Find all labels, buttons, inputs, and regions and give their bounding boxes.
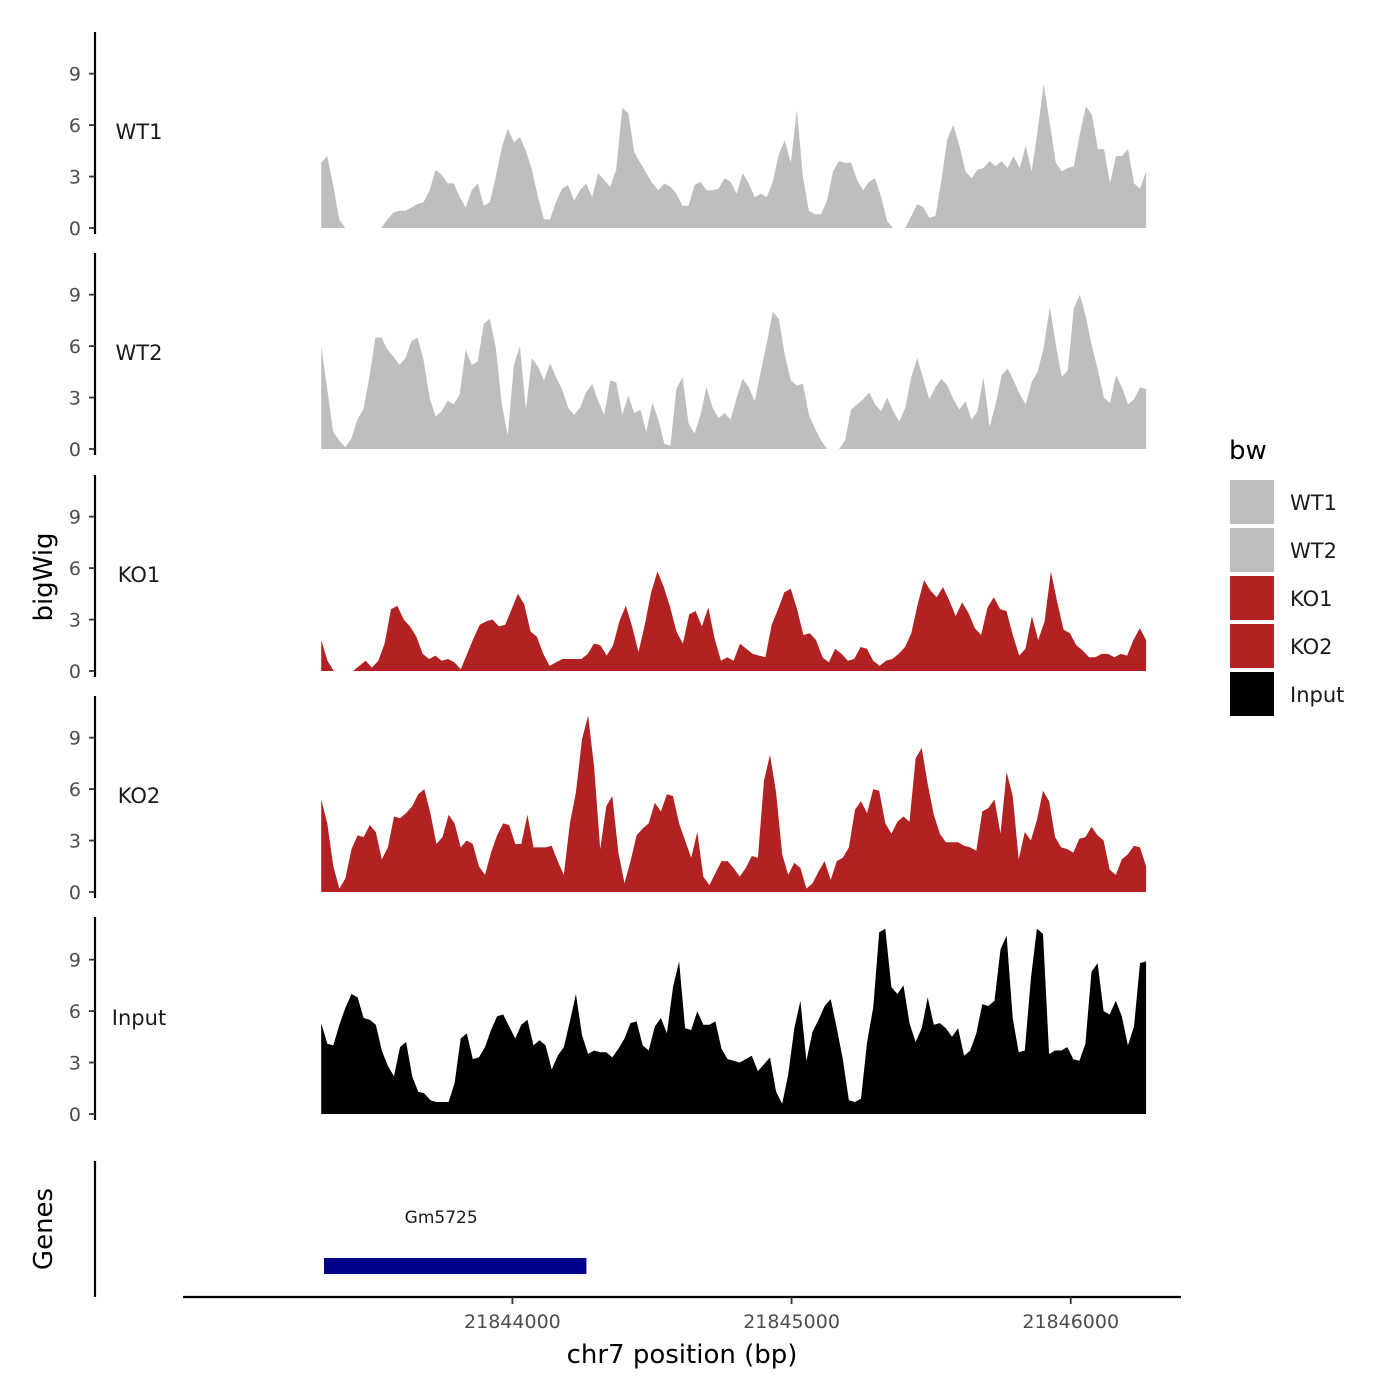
track-ko1: 0 3 6 9 KO1 xyxy=(69,475,1147,683)
x-axis-title: chr7 position (bp) xyxy=(567,1340,798,1370)
legend-swatch xyxy=(1228,670,1276,718)
track-label: WT2 xyxy=(116,341,163,365)
genes-layer: Gm5725 xyxy=(93,1161,587,1297)
gene-bar xyxy=(323,1258,587,1274)
track-label: WT1 xyxy=(116,120,163,144)
legend-label: KO1 xyxy=(1290,587,1333,611)
track-wt1: 0 3 6 9 WT1 xyxy=(69,32,1147,240)
y-tick-label: 3 xyxy=(69,610,81,632)
legend-swatch xyxy=(1228,478,1276,526)
y-tick-label: 0 xyxy=(69,218,81,240)
legend-label: WT1 xyxy=(1290,491,1337,515)
y-tick-label: 3 xyxy=(69,167,81,189)
track-area-wt1 xyxy=(321,83,1147,229)
legend-swatch xyxy=(1228,526,1276,574)
legend: bw WT1 WT2 KO1 KO2 Input xyxy=(1228,436,1344,718)
y-tick-label: 6 xyxy=(69,558,81,580)
y-tick-label: 9 xyxy=(69,64,81,86)
y-tick-label: 6 xyxy=(69,115,81,137)
y-axis-title: bigWig xyxy=(29,532,59,621)
y-tick-label: 0 xyxy=(69,661,81,683)
x-tick-label: 21846000 xyxy=(1022,1311,1119,1333)
track-label: KO2 xyxy=(118,784,161,808)
y-tick-label: 3 xyxy=(69,831,81,853)
y-tick-label: 6 xyxy=(69,336,81,358)
track-wt2: 0 3 6 9 WT2 xyxy=(69,253,1147,461)
y-tick-label: 9 xyxy=(69,285,81,307)
legend-swatch xyxy=(1228,574,1276,622)
legend-label: Input xyxy=(1290,683,1344,707)
track-label: Input xyxy=(112,1006,166,1030)
x-tick-label: 21845000 xyxy=(743,1311,840,1333)
y-tick-label: 6 xyxy=(69,779,81,801)
y-tick-label: 3 xyxy=(69,388,81,410)
y-tick-label: 0 xyxy=(69,1104,81,1126)
x-tick-label: 21844000 xyxy=(464,1311,561,1333)
track-label: KO1 xyxy=(118,563,161,587)
y-tick-label: 6 xyxy=(69,1001,81,1023)
gene-label: Gm5725 xyxy=(405,1208,478,1228)
legend-swatch xyxy=(1228,622,1276,670)
y-tick-label: 0 xyxy=(69,882,81,904)
track-ko2: 0 3 6 9 KO2 xyxy=(69,696,1147,904)
y-tick-label: 9 xyxy=(69,728,81,750)
track-area-input xyxy=(321,928,1147,1114)
legend-label: WT2 xyxy=(1290,539,1337,563)
y-tick-label: 3 xyxy=(69,1053,81,1075)
track-area-wt2 xyxy=(321,294,1147,449)
x-axis: 21844000 21845000 21846000 xyxy=(183,1295,1181,1333)
track-input: 0 3 6 9 Input xyxy=(69,917,1147,1126)
y-tick-label: 9 xyxy=(69,950,81,972)
track-area-ko1 xyxy=(321,571,1147,671)
genes-axis-title: Genes xyxy=(29,1188,59,1270)
tracks-layer: 0 3 6 9 WT1 0 3 6 9 WT2 0 3 6 9 KO1 0 3 6 9 KO2 0 3 6 9 Input xyxy=(69,32,1147,1126)
legend-title: bw xyxy=(1229,436,1267,466)
legend-label: KO2 xyxy=(1290,635,1333,659)
y-tick-label: 9 xyxy=(69,507,81,529)
y-tick-label: 0 xyxy=(69,439,81,461)
track-area-ko2 xyxy=(321,715,1147,892)
